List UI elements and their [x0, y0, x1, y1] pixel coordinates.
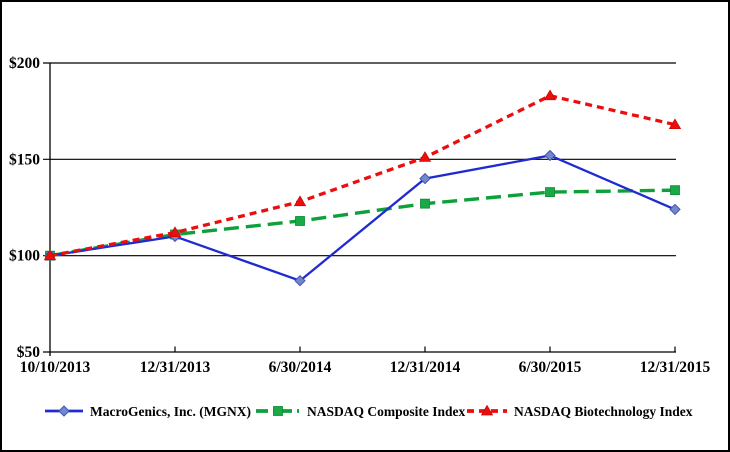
- y-axis-label-50: $50: [17, 344, 41, 361]
- diamond-marker: [669, 203, 681, 216]
- y-axis-label-100: $100: [9, 248, 40, 265]
- series-nasdaq-biotechnology-index: [43, 89, 682, 261]
- x-axis-label-1: 12/31/2013: [140, 359, 211, 376]
- x-axis: 10/10/2013 12/31/2013 6/30/2014 12/31/2014 6…: [20, 346, 711, 376]
- series-line-macrogenics-mgnx: [49, 154, 676, 283]
- square-marker: [670, 185, 680, 196]
- x-axis-label-3: 12/31/2014: [390, 359, 461, 376]
- square-marker: [295, 216, 305, 226]
- triangle-marker: [293, 195, 307, 207]
- triangle-marker: [668, 118, 682, 130]
- series-nasdaq-composite-index: [45, 185, 680, 261]
- gridlines: $200 $150 $100 $50: [9, 55, 676, 361]
- triangle-marker: [418, 151, 432, 162]
- square-marker: [545, 187, 555, 197]
- diamond-marker: [294, 275, 306, 287]
- y-axis-label-200: $200: [9, 55, 40, 72]
- legend-item-macrogenics-mgnx: MacroGenics, Inc. (MGNX): [45, 404, 251, 419]
- legend-label-macrogenics-mgnx: MacroGenics, Inc. (MGNX): [90, 404, 251, 419]
- x-axis-label-4: 6/30/2015: [519, 359, 582, 376]
- chart-legend: MacroGenics, Inc. (MGNX) NASDAQ Composite…: [45, 404, 693, 419]
- triangle-marker: [480, 404, 494, 416]
- x-axis-label-2: 6/30/2014: [269, 359, 332, 376]
- diamond-marker: [419, 172, 431, 185]
- square-marker: [420, 198, 430, 209]
- triangle-marker: [168, 226, 182, 237]
- triangle-marker: [43, 249, 57, 261]
- diamond-marker: [544, 149, 556, 162]
- x-axis-label-0: 10/10/2013: [20, 359, 91, 376]
- legend-label-nasdaq-composite-index: NASDAQ Composite Index: [307, 404, 466, 419]
- diamond-marker: [58, 405, 70, 417]
- legend-item-nasdaq-biotechnology-index: NASDAQ Biotechnology Index: [467, 404, 693, 419]
- legend-label-nasdaq-biotechnology-index: NASDAQ Biotechnology Index: [514, 404, 693, 419]
- series-line-nasdaq-biotechnology-index: [49, 94, 676, 258]
- y-axis-label-150: $150: [9, 151, 40, 168]
- series-line-nasdaq-composite-index: [49, 188, 676, 258]
- x-axis-label-5: 12/31/2015: [640, 359, 711, 376]
- series-macrogenics-mgnx: [44, 149, 681, 287]
- square-marker: [273, 406, 283, 416]
- triangle-marker: [543, 89, 557, 101]
- legend-item-nasdaq-composite-index: NASDAQ Composite Index: [256, 404, 466, 419]
